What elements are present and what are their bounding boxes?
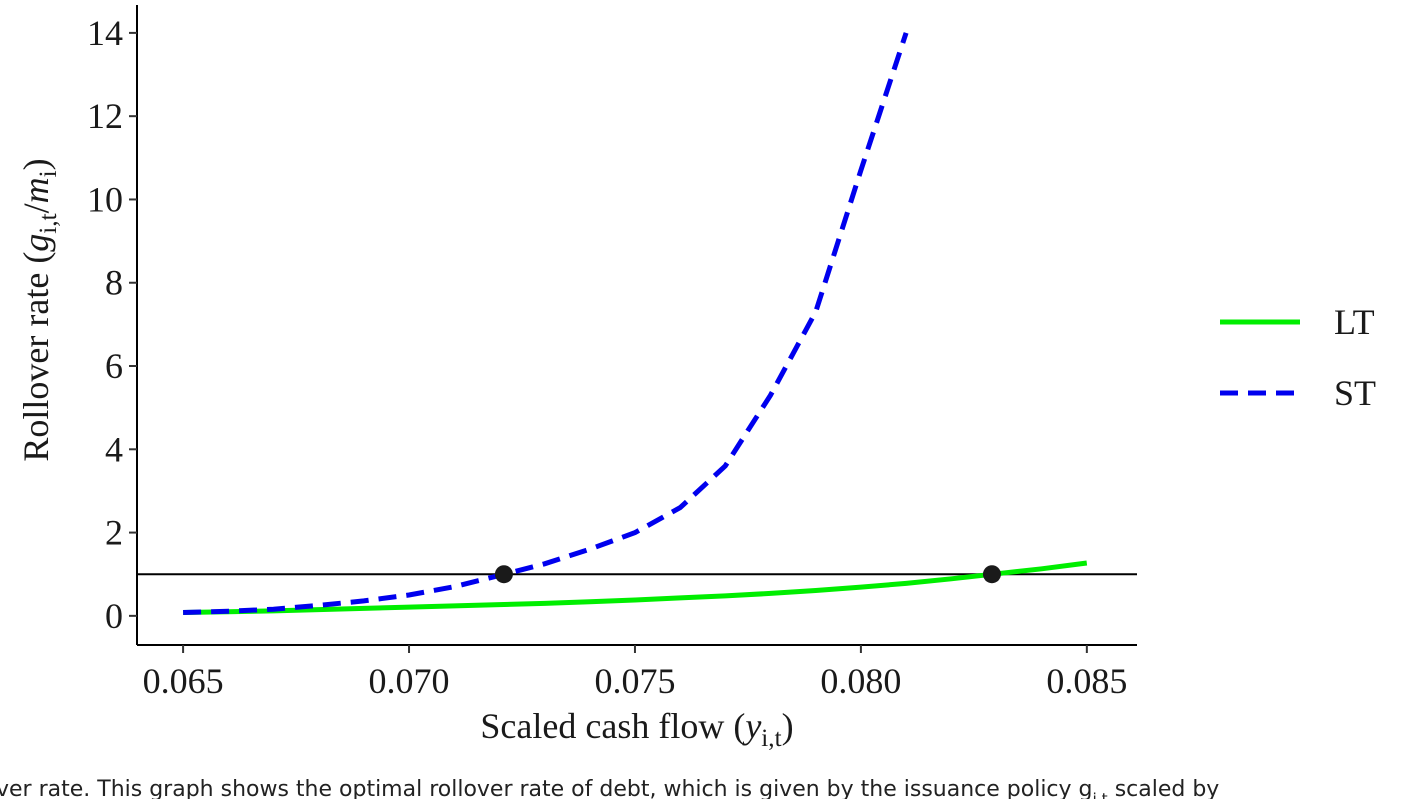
- y-axis-label-part: Rollover rate (: [16, 252, 56, 462]
- x-axis-label: Scaled cash flow (yi,t): [480, 706, 793, 752]
- y-tick-label: 10: [87, 179, 123, 219]
- y-tick-label: 8: [105, 263, 123, 303]
- y-axis-label-part: i: [35, 170, 62, 177]
- x-tick-label: 0.085: [1046, 661, 1127, 701]
- x-tick-label: 0.065: [143, 661, 224, 701]
- y-tick-label: 2: [105, 513, 123, 553]
- y-axis-label-part: m: [16, 177, 56, 203]
- y-tick-label: 4: [105, 429, 123, 469]
- y-axis-label-part: g: [16, 234, 56, 252]
- y-axis-label-part: ): [16, 158, 56, 170]
- caption: ver rate. This graph shows the optimal r…: [0, 777, 1219, 799]
- y-axis-label-group: Rollover rate (gi,t/mi): [16, 158, 62, 461]
- y-axis-label-part: /: [16, 203, 56, 213]
- legend-label: LT: [1334, 302, 1375, 342]
- y-tick-label: 6: [105, 346, 123, 386]
- y-axis-label-part: i,t: [35, 213, 62, 233]
- x-axis-label-part: i,t: [761, 725, 781, 752]
- x-tick-label: 0.075: [594, 661, 675, 701]
- series-line: [183, 560, 1088, 615]
- y-tick-label: 0: [105, 596, 123, 636]
- caption-part: scaled by: [1108, 777, 1220, 799]
- point: [982, 565, 1001, 584]
- x-axis-label-part: Scaled cash flow (: [480, 706, 745, 746]
- x-axis-label-part: y: [742, 706, 761, 746]
- caption-part: ver rate. This graph shows the optimal r…: [0, 777, 1093, 799]
- x-tick-label: 0.080: [820, 661, 901, 701]
- x-axis-label-part: ): [782, 706, 794, 746]
- caption-part: i,t: [1093, 790, 1108, 799]
- series-line: [183, 32, 909, 615]
- y-axis-label: Rollover rate (gi,t/mi): [16, 158, 62, 461]
- y-tick-label: 14: [87, 13, 123, 53]
- x-tick-label: 0.070: [369, 661, 450, 701]
- y-tick-label: 12: [87, 96, 123, 136]
- point: [494, 565, 513, 584]
- legend-label: ST: [1334, 373, 1376, 413]
